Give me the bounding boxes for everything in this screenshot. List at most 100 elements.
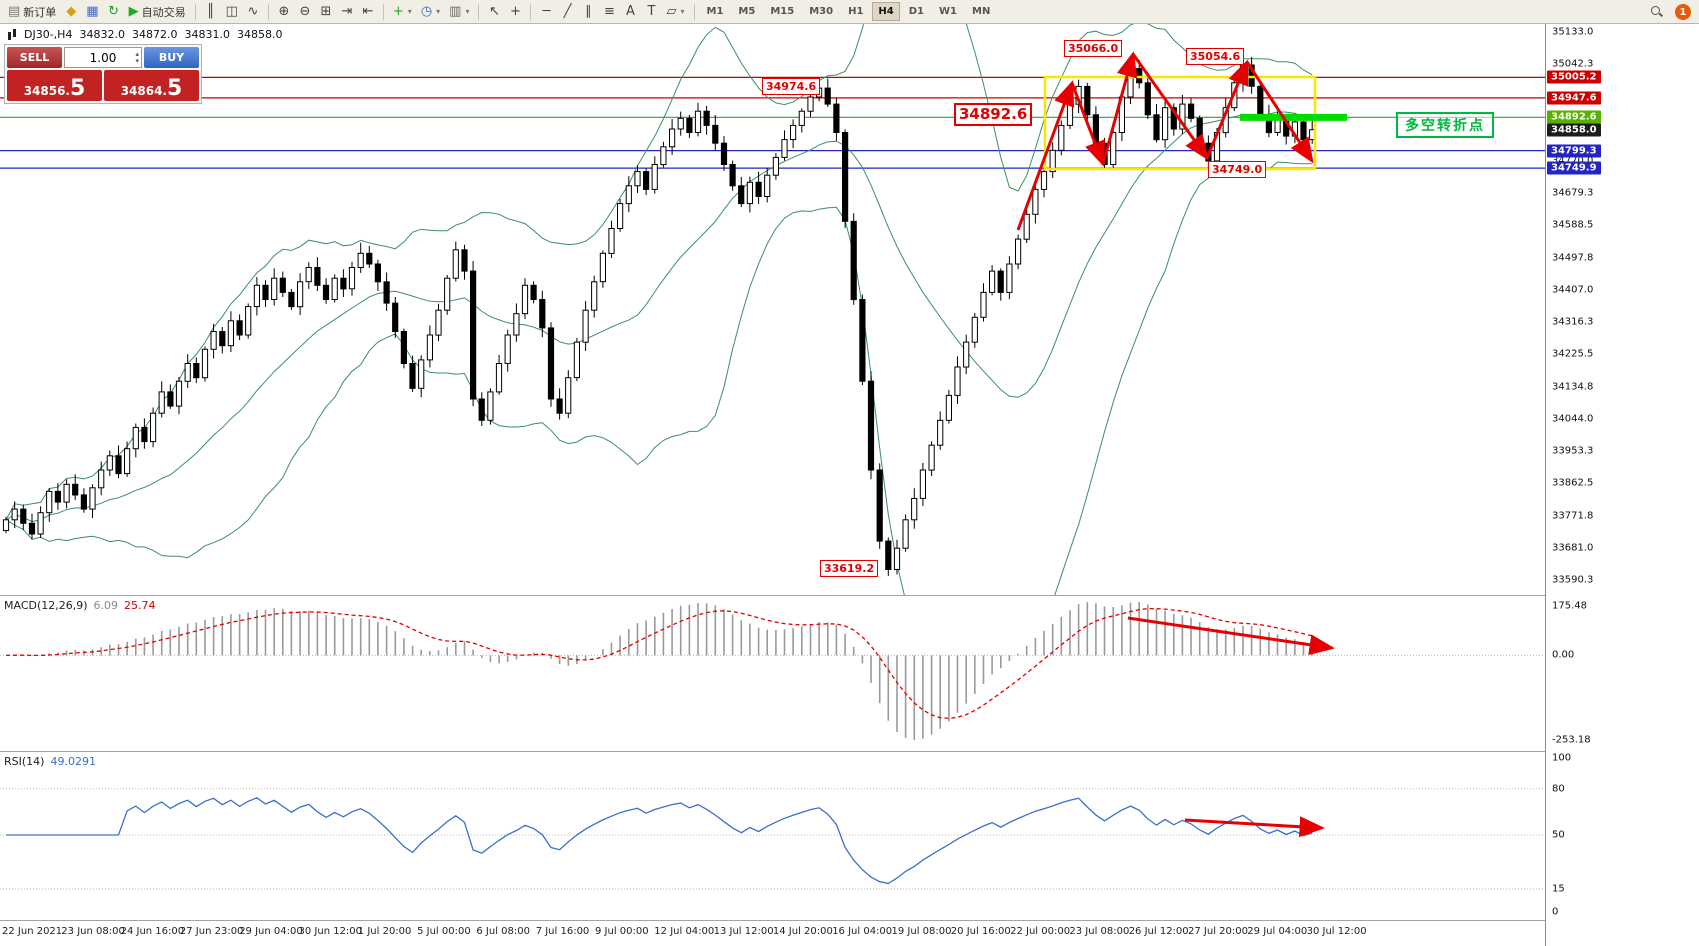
price-annotation[interactable]: 34892.6 bbox=[954, 103, 1033, 126]
candle bbox=[1170, 107, 1177, 130]
price-tick-label: 34044.0 bbox=[1552, 413, 1594, 425]
candle bbox=[357, 252, 364, 269]
time-axis[interactable]: 22 Jun 2021 23 Jun 08:00 24 Jun 16:00 27 Ju… bbox=[0, 921, 1545, 946]
sell-button[interactable]: SELL bbox=[7, 47, 62, 68]
candle bbox=[997, 270, 1004, 293]
rsi-pane-canvas[interactable] bbox=[0, 752, 1545, 920]
auto-scroll-button[interactable]: ⇥ bbox=[337, 2, 357, 22]
trend-arrow[interactable] bbox=[1245, 61, 1314, 164]
account-badge[interactable]: 1 bbox=[1675, 4, 1691, 20]
candles-button[interactable]: ◫ bbox=[222, 2, 242, 22]
macd-divergence-arrow[interactable] bbox=[1127, 616, 1335, 656]
label-button[interactable]: T bbox=[641, 2, 661, 22]
candle bbox=[98, 469, 105, 489]
tf-d1-button[interactable]: D1 bbox=[908, 6, 925, 17]
price-line-tag: 34799.3 bbox=[1547, 144, 1601, 158]
price-annotation[interactable]: 33619.2 bbox=[820, 560, 879, 577]
profiles-icon: ▦ bbox=[86, 4, 99, 19]
candle bbox=[89, 487, 96, 510]
candle bbox=[1257, 85, 1264, 116]
trend-arrow[interactable] bbox=[1070, 82, 1105, 167]
shapes-button[interactable]: ▱ ▾ bbox=[662, 2, 688, 22]
hline-button[interactable]: ─ bbox=[536, 2, 556, 22]
line-chart-button[interactable]: ∿ bbox=[243, 2, 263, 22]
turning-point-note[interactable]: 多空转折点 bbox=[1396, 112, 1494, 138]
profiles-button[interactable]: ▦ bbox=[82, 2, 102, 22]
trend-arrow[interactable] bbox=[1131, 53, 1209, 161]
channel-button[interactable]: ∥ bbox=[578, 2, 598, 22]
candle bbox=[660, 146, 667, 166]
cursor-button[interactable]: ↖ bbox=[484, 2, 504, 22]
fibo-button[interactable]: ≡ bbox=[599, 2, 619, 22]
templates-button[interactable]: ▥ ▾ bbox=[445, 2, 473, 22]
search-icon bbox=[1651, 6, 1663, 18]
price-annotation[interactable]: 34974.6 bbox=[762, 78, 821, 95]
text-button[interactable]: A bbox=[620, 2, 640, 22]
zoom-in-button[interactable]: ⊕ bbox=[274, 2, 294, 22]
buy-price-display[interactable]: 34864. 5 bbox=[104, 70, 199, 101]
pane-separator[interactable] bbox=[0, 751, 1699, 752]
search-button[interactable] bbox=[1647, 2, 1667, 22]
label-icon: T bbox=[647, 4, 656, 19]
crosshair-button[interactable]: + bbox=[505, 2, 525, 22]
time-axis-label: 1 Jul 20:00 bbox=[357, 926, 412, 937]
chart-close-value: 34858.0 bbox=[236, 28, 283, 41]
market-watch-button[interactable]: ◆ bbox=[61, 2, 81, 22]
trend-arrow[interactable] bbox=[1016, 80, 1075, 231]
volume-up-button[interactable]: ▴ bbox=[135, 49, 139, 58]
candle bbox=[928, 444, 935, 471]
price-tick-label: 33953.3 bbox=[1552, 445, 1594, 457]
indicators-button[interactable]: + ▾ bbox=[389, 2, 416, 22]
tf-m5-button[interactable]: M5 bbox=[738, 6, 756, 17]
volume-input[interactable] bbox=[65, 50, 141, 65]
candle bbox=[210, 331, 217, 350]
trend-arrow[interactable] bbox=[1205, 59, 1249, 159]
tile-windows-button[interactable]: ⊞ bbox=[316, 2, 336, 22]
candle bbox=[720, 142, 728, 165]
tf-h1-button[interactable]: H1 bbox=[848, 6, 864, 17]
main-chart-canvas[interactable] bbox=[0, 24, 1545, 596]
price-axis[interactable]: 35133.035042.334951.534860.834770.034679… bbox=[1545, 24, 1699, 946]
time-axis-label: 29 Jun 04:00 bbox=[239, 926, 303, 937]
bars-button[interactable]: ║ bbox=[201, 2, 221, 22]
price-annotation[interactable]: 34749.0 bbox=[1208, 161, 1267, 178]
rsi-divergence-arrow[interactable] bbox=[1184, 816, 1325, 838]
buy-button[interactable]: BUY bbox=[144, 47, 199, 68]
candle bbox=[755, 181, 762, 198]
tf-w1-button[interactable]: W1 bbox=[939, 6, 958, 17]
candle bbox=[1144, 82, 1151, 116]
candle bbox=[885, 540, 892, 570]
chart-shift-button[interactable]: ⇤ bbox=[358, 2, 378, 22]
candle bbox=[1015, 238, 1022, 265]
macd-scale-max: 175.48 bbox=[1552, 600, 1587, 612]
periods-button[interactable]: ◷ ▾ bbox=[417, 2, 444, 22]
new-order-button[interactable]: ▤ 新订单 bbox=[4, 2, 60, 22]
rsi-label: RSI(14) 49.0291 bbox=[4, 755, 96, 768]
consolidation-rectangle[interactable] bbox=[1043, 75, 1317, 171]
pane-separator[interactable] bbox=[0, 595, 1699, 596]
tf-m15-button[interactable]: M15 bbox=[770, 6, 795, 17]
candle bbox=[530, 284, 537, 300]
volume-down-button[interactable]: ▾ bbox=[135, 56, 139, 65]
price-annotation[interactable]: 35054.6 bbox=[1186, 48, 1245, 65]
trend-arrow[interactable] bbox=[1101, 51, 1138, 165]
sell-price-display[interactable]: 34856. 5 bbox=[7, 70, 102, 101]
price-annotation[interactable]: 35066.0 bbox=[1064, 40, 1123, 57]
tf-m30-button[interactable]: M30 bbox=[809, 6, 834, 17]
trendline-button[interactable]: ╱ bbox=[557, 2, 577, 22]
candle bbox=[305, 267, 312, 283]
candle bbox=[124, 448, 131, 475]
tf-m1-button[interactable]: M1 bbox=[706, 6, 724, 17]
zoom-out-button[interactable]: ⊖ bbox=[295, 2, 315, 22]
tf-h4-button[interactable]: H4 bbox=[872, 2, 900, 21]
toolbar: ▤ 新订单 ◆ ▦ ↻ ▶ 自动交易 ║ ◫ ∿ ⊕ ⊖ ⊞ ⇥ ⇤ + ▾ ◷ ▾ ▥ ▾ ↖ + ─ ╱ ∥ ≡ A T ▱ ▾ M1 M5… bbox=[0, 0, 1699, 24]
candle bbox=[859, 299, 866, 382]
time-axis-label: 22 Jul 00:00 bbox=[1010, 926, 1071, 937]
price-tick-label: 34316.3 bbox=[1552, 316, 1594, 328]
macd-pane-canvas[interactable] bbox=[0, 596, 1545, 752]
autotrade-button[interactable]: ▶ 自动交易 bbox=[125, 2, 190, 22]
tf-mn-button[interactable]: MN bbox=[972, 6, 991, 17]
candle bbox=[184, 363, 191, 382]
refresh-button[interactable]: ↻ bbox=[104, 2, 124, 22]
candle bbox=[686, 117, 693, 134]
